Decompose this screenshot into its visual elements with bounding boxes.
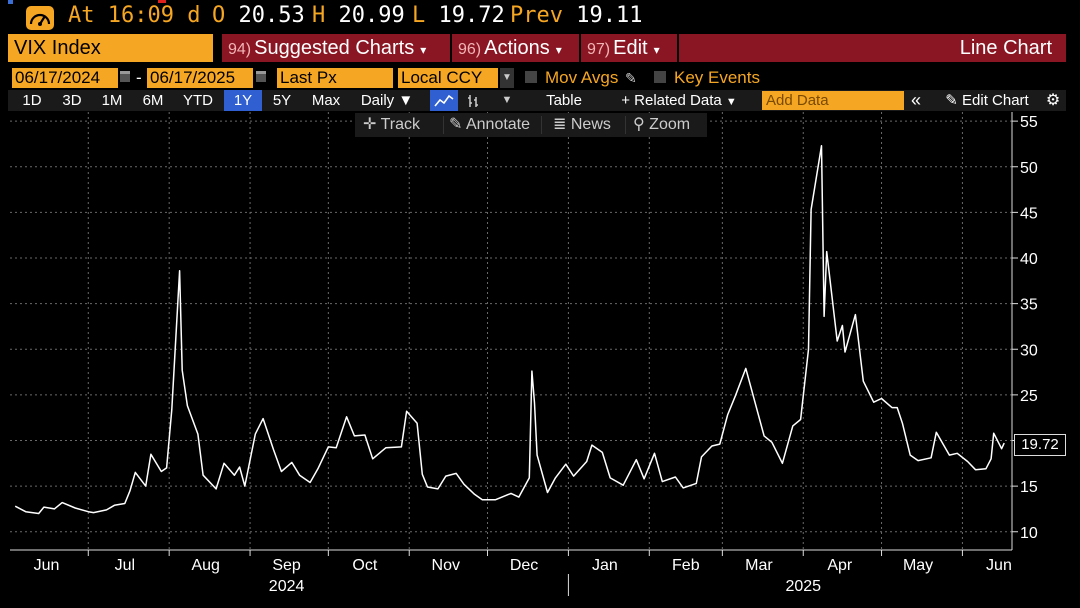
last-time: 16:09 xyxy=(107,3,174,28)
caret-down-icon: ▼ xyxy=(398,92,414,109)
period-6m[interactable]: 6M xyxy=(142,92,164,109)
vix-series-line xyxy=(14,145,1005,515)
time-label: At 16:09 d xyxy=(68,3,201,28)
chart-tools-bar: ✛ Track ✎ Annotate ≣ News ⚲ Zoom xyxy=(355,113,707,137)
frequency-select[interactable]: Daily ▼ xyxy=(360,92,414,109)
actions-menu[interactable]: 96) Actions ▾ xyxy=(452,34,579,62)
x-tick-label: Oct xyxy=(352,557,377,574)
window-indicator xyxy=(8,0,13,4)
x-tick-label: Nov xyxy=(432,557,460,574)
period-1m[interactable]: 1M xyxy=(101,92,123,109)
track-tool[interactable]: ✛ Track xyxy=(363,116,420,133)
table-button[interactable]: Table xyxy=(546,92,582,109)
y-axis: 10152025303540455055 xyxy=(1011,112,1038,550)
title-bar: VIX Index 94) Suggested Charts ▾ 96) Action… xyxy=(8,34,1066,62)
chart-grid xyxy=(10,112,1012,550)
caret-down-icon: ▾ xyxy=(653,43,660,57)
prev-close: Prev 19.11 xyxy=(510,3,643,28)
x-tick-label: Feb xyxy=(672,557,700,574)
security-field[interactable]: VIX Index xyxy=(8,34,213,62)
pencil-icon: ✎ xyxy=(449,116,463,133)
mov-avgs-label: Mov Avgs xyxy=(545,68,619,87)
period-3d[interactable]: 3D xyxy=(62,92,82,109)
period-1d[interactable]: 1D xyxy=(22,92,42,109)
ticker-bar: At 16:09 d O 20.53 H 20.99 L 19.72 Prev … xyxy=(0,0,1080,33)
y-tick-label: 35 xyxy=(1020,297,1038,314)
annotate-tool[interactable]: ✎ Annotate xyxy=(449,116,531,133)
y-tick-label: 40 xyxy=(1020,251,1038,268)
period-toolbar: 1D 3D 1M 6M YTD 1Y 5Y Max Daily ▼ ▼ Tabl… xyxy=(8,90,1066,111)
end-date-input[interactable]: 06/17/2025 xyxy=(147,68,253,88)
magnifier-icon: ⚲ xyxy=(633,116,645,133)
x-tick-label: Apr xyxy=(827,557,853,574)
y-tick-label: 30 xyxy=(1020,342,1038,359)
x-tick-label: May xyxy=(903,557,933,574)
currency-select[interactable]: Local CCY xyxy=(398,68,498,88)
key-events-checkbox[interactable] xyxy=(654,71,666,83)
y-tick-label: 25 xyxy=(1020,388,1038,405)
add-data-input[interactable]: Add Data xyxy=(762,91,904,110)
x-tick-label: Jan xyxy=(592,557,618,574)
pencil-icon: ✎ xyxy=(945,92,958,109)
news-tool[interactable]: ≣ News xyxy=(553,116,611,133)
x-tick-label: Sep xyxy=(272,557,301,574)
year-label: 2025 xyxy=(785,578,821,595)
gear-icon[interactable]: ⚙ xyxy=(1045,92,1061,109)
y-tick-label: 10 xyxy=(1020,525,1038,542)
period-ytd[interactable]: YTD xyxy=(183,92,213,109)
edit-menu[interactable]: 97) Edit ▾ xyxy=(581,34,677,62)
x-tick-label: Jun xyxy=(34,557,60,574)
speedometer-icon[interactable] xyxy=(26,6,54,30)
y-tick-label: 55 xyxy=(1020,114,1038,131)
list-icon: ≣ xyxy=(553,116,567,133)
start-date-input[interactable]: 06/17/2024 xyxy=(12,68,118,88)
bar-chart-icon[interactable] xyxy=(460,90,486,111)
x-tick-label: Jun xyxy=(986,557,1012,574)
y-tick-label: 45 xyxy=(1020,205,1038,222)
alert-indicator xyxy=(158,0,166,3)
caret-down-icon: ▾ xyxy=(555,43,562,57)
mov-avgs-checkbox[interactable] xyxy=(525,71,537,83)
x-tick-label: Aug xyxy=(191,557,219,574)
related-data-menu[interactable]: + Related Data ▼ xyxy=(621,92,737,109)
period-max[interactable]: Max xyxy=(311,92,341,109)
calendar-icon[interactable] xyxy=(120,71,130,82)
x-axis: Jun Jul Aug Sep Oct Nov Dec Jan Feb Mar Apr May Jun 2… xyxy=(10,549,1012,596)
chart-type-title: Line Chart xyxy=(679,34,1066,62)
calendar-icon[interactable] xyxy=(256,71,266,82)
date-range-dash: - xyxy=(136,68,142,87)
line-chart-icon[interactable] xyxy=(430,90,458,111)
y-tick-label: 50 xyxy=(1020,160,1038,177)
high-price: H 20.99 xyxy=(312,3,405,28)
x-tick-label: Jul xyxy=(115,557,135,574)
key-events-label: Key Events xyxy=(674,68,760,87)
period-1y[interactable]: 1Y xyxy=(224,90,262,111)
x-tick-label: Dec xyxy=(510,557,538,574)
collapse-icon[interactable]: « xyxy=(910,90,921,110)
price-field-select[interactable]: Last Px xyxy=(277,68,393,88)
edit-chart-button[interactable]: ✎ Edit Chart xyxy=(945,92,1029,109)
year-label: 2024 xyxy=(269,578,305,595)
x-tick-label: Mar xyxy=(745,557,773,574)
period-5y[interactable]: 5Y xyxy=(272,92,292,109)
open-price: O 20.53 xyxy=(212,3,305,28)
low-price: L 19.72 xyxy=(412,3,505,28)
chart-options-row: 06/17/2024 - 06/17/2025 Last Px Local CC… xyxy=(0,66,1080,88)
zoom-tool[interactable]: ⚲ Zoom xyxy=(633,116,691,133)
caret-down-icon: ▾ xyxy=(420,43,427,57)
y-tick-label: 15 xyxy=(1020,479,1038,496)
plus-icon: + xyxy=(621,92,630,109)
chart-style-caret-icon[interactable]: ▼ xyxy=(501,94,513,106)
price-chart[interactable]: 10 15 2025 30 35 40 45 50 55 Jun Jul Aug Sep Oct Nov D… xyxy=(0,112,1080,608)
crosshair-icon: ✛ xyxy=(363,116,377,133)
pencil-icon[interactable]: ✎ xyxy=(625,70,637,86)
chevron-down-icon[interactable]: ▼ xyxy=(500,68,514,88)
time-flag: d xyxy=(187,3,201,28)
last-value-label: 19.72 xyxy=(1014,434,1066,456)
suggested-charts-menu[interactable]: 94) Suggested Charts ▾ xyxy=(222,34,450,62)
caret-down-icon: ▼ xyxy=(725,96,737,108)
